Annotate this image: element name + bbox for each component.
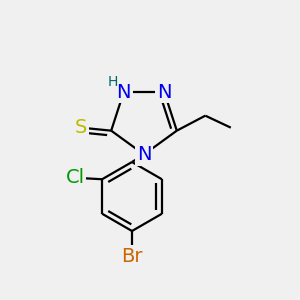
Text: N: N — [116, 82, 131, 102]
Text: N: N — [157, 82, 172, 102]
Text: S: S — [75, 118, 87, 137]
Text: Br: Br — [121, 247, 143, 266]
Text: Cl: Cl — [66, 168, 85, 187]
Text: N: N — [137, 145, 151, 164]
Text: H: H — [107, 75, 118, 89]
